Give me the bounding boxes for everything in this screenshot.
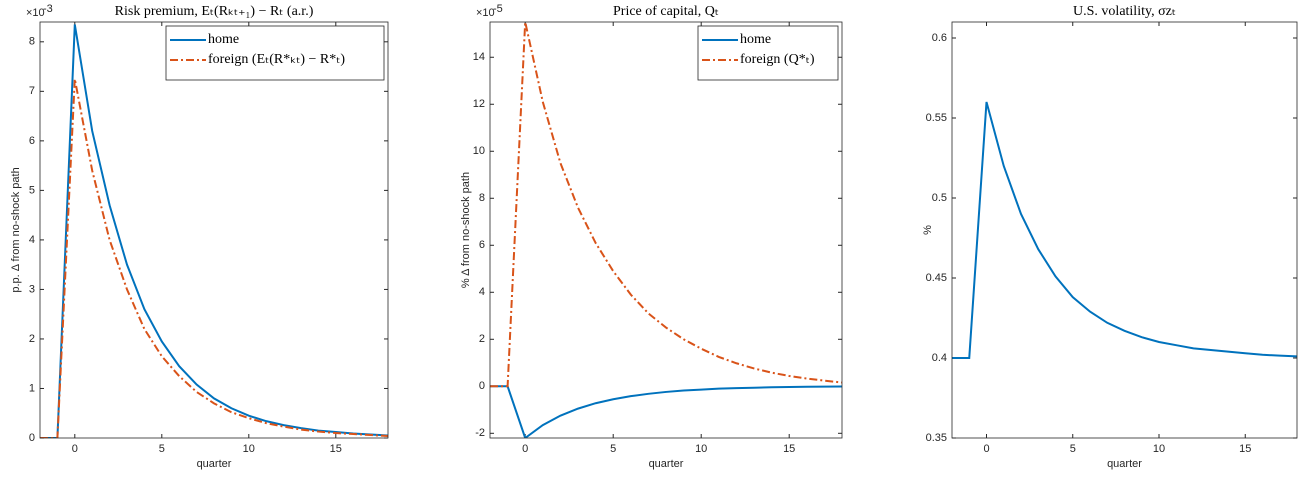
x-tick-label: 15 [783, 443, 795, 455]
subplot: 0 1 2 3 4 5 6 7 8 0 5 10 15 quarter p.p. Δ from no-sho… [10, 3, 389, 470]
chart-title: Price of capital, Qₜ [613, 4, 719, 19]
y-tick-label: 0.6 [932, 32, 947, 44]
legend-label: foreign (Eₜ(R*ₖₜ) − R*ₜ) [208, 52, 345, 67]
line-series [40, 78, 388, 438]
y-tick-label: 0.35 [926, 432, 947, 444]
x-tick-label: 0 [522, 443, 528, 455]
x-tick-label: 15 [330, 443, 342, 455]
y-tick-label: 2 [29, 333, 35, 345]
y-tick-label: 0 [29, 432, 35, 444]
y-tick-label: 3 [29, 283, 35, 295]
y-tick-label: 0.4 [932, 352, 947, 364]
x-tick-label: 5 [610, 443, 616, 455]
x-tick-label: 10 [1153, 443, 1165, 455]
y-tick-label: 7 [29, 85, 35, 97]
line-series [952, 101, 1297, 359]
legend: home foreign (Eₜ(R*ₖₜ) − R*ₜ) [165, 25, 385, 81]
x-axis-label: quarter [197, 458, 232, 470]
subplot: -2 0 2 4 6 8 10 12 14 0 5 10 15 quarter % Δ from no-sh… [460, 3, 843, 470]
legend-box [697, 25, 839, 81]
chart-title: U.S. volatility, σzₜ [1073, 4, 1176, 19]
y-tick-label: 6 [29, 135, 35, 147]
y-tick-label: 5 [29, 184, 35, 196]
axes-box [39, 21, 389, 439]
y-axis-label: % Δ from no-shock path [460, 172, 472, 288]
y-tick-label: 0.5 [932, 192, 947, 204]
axes-box [489, 21, 843, 439]
legend-label: foreign (Q*ₜ) [740, 52, 815, 67]
y-tick-label: 8 [479, 192, 485, 204]
y-tick-label: 0.45 [926, 272, 947, 284]
y-tick-label: 8 [29, 36, 35, 48]
x-axis-label: quarter [1107, 458, 1142, 470]
y-tick-label: 10 [473, 145, 485, 157]
y-exponent: -3 [43, 3, 53, 15]
axes-box [951, 21, 1298, 439]
subplot: 0.35 0.4 0.45 0.5 0.55 0.6 0 5 10 15 quarter% U.S. … [922, 4, 1298, 470]
legend-box [165, 25, 385, 81]
legend: home foreign (Q*ₜ) [697, 25, 839, 81]
y-tick-label: 6 [479, 239, 485, 251]
y-tick-label: 0 [479, 380, 485, 392]
x-tick-label: 15 [1239, 443, 1251, 455]
legend-label: home [208, 32, 239, 47]
chart-title: Risk premium, Eₜ(Rₖₜ₊₁) − Rₜ (a.r.) [115, 4, 314, 19]
y-tick-label: 2 [479, 333, 485, 345]
y-multiplier: ×10 [26, 7, 45, 19]
legend-label: home [740, 32, 771, 47]
y-multiplier: ×10 [476, 7, 495, 19]
y-tick-label: 4 [479, 286, 485, 298]
y-tick-label: 1 [29, 382, 35, 394]
x-axis-label: quarter [649, 458, 684, 470]
x-tick-label: 0 [983, 443, 989, 455]
y-tick-label: -2 [475, 427, 485, 439]
y-tick-label: 12 [473, 98, 485, 110]
y-tick-label: 14 [473, 51, 485, 63]
x-tick-label: 10 [243, 443, 255, 455]
plot-area [40, 22, 388, 438]
y-axis-label: % [922, 225, 934, 235]
x-tick-label: 5 [159, 443, 165, 455]
x-tick-label: 5 [1070, 443, 1076, 455]
line-series [490, 22, 842, 388]
line-series [490, 385, 842, 438]
plot-area [490, 22, 842, 438]
y-exponent: -5 [493, 3, 503, 15]
y-axis-label: p.p. Δ from no-shock path [10, 167, 22, 292]
y-tick-label: 4 [29, 234, 35, 246]
x-tick-label: 10 [695, 443, 707, 455]
plot-area [952, 22, 1297, 438]
y-tick-label: 0.55 [926, 112, 947, 124]
x-tick-label: 0 [72, 443, 78, 455]
